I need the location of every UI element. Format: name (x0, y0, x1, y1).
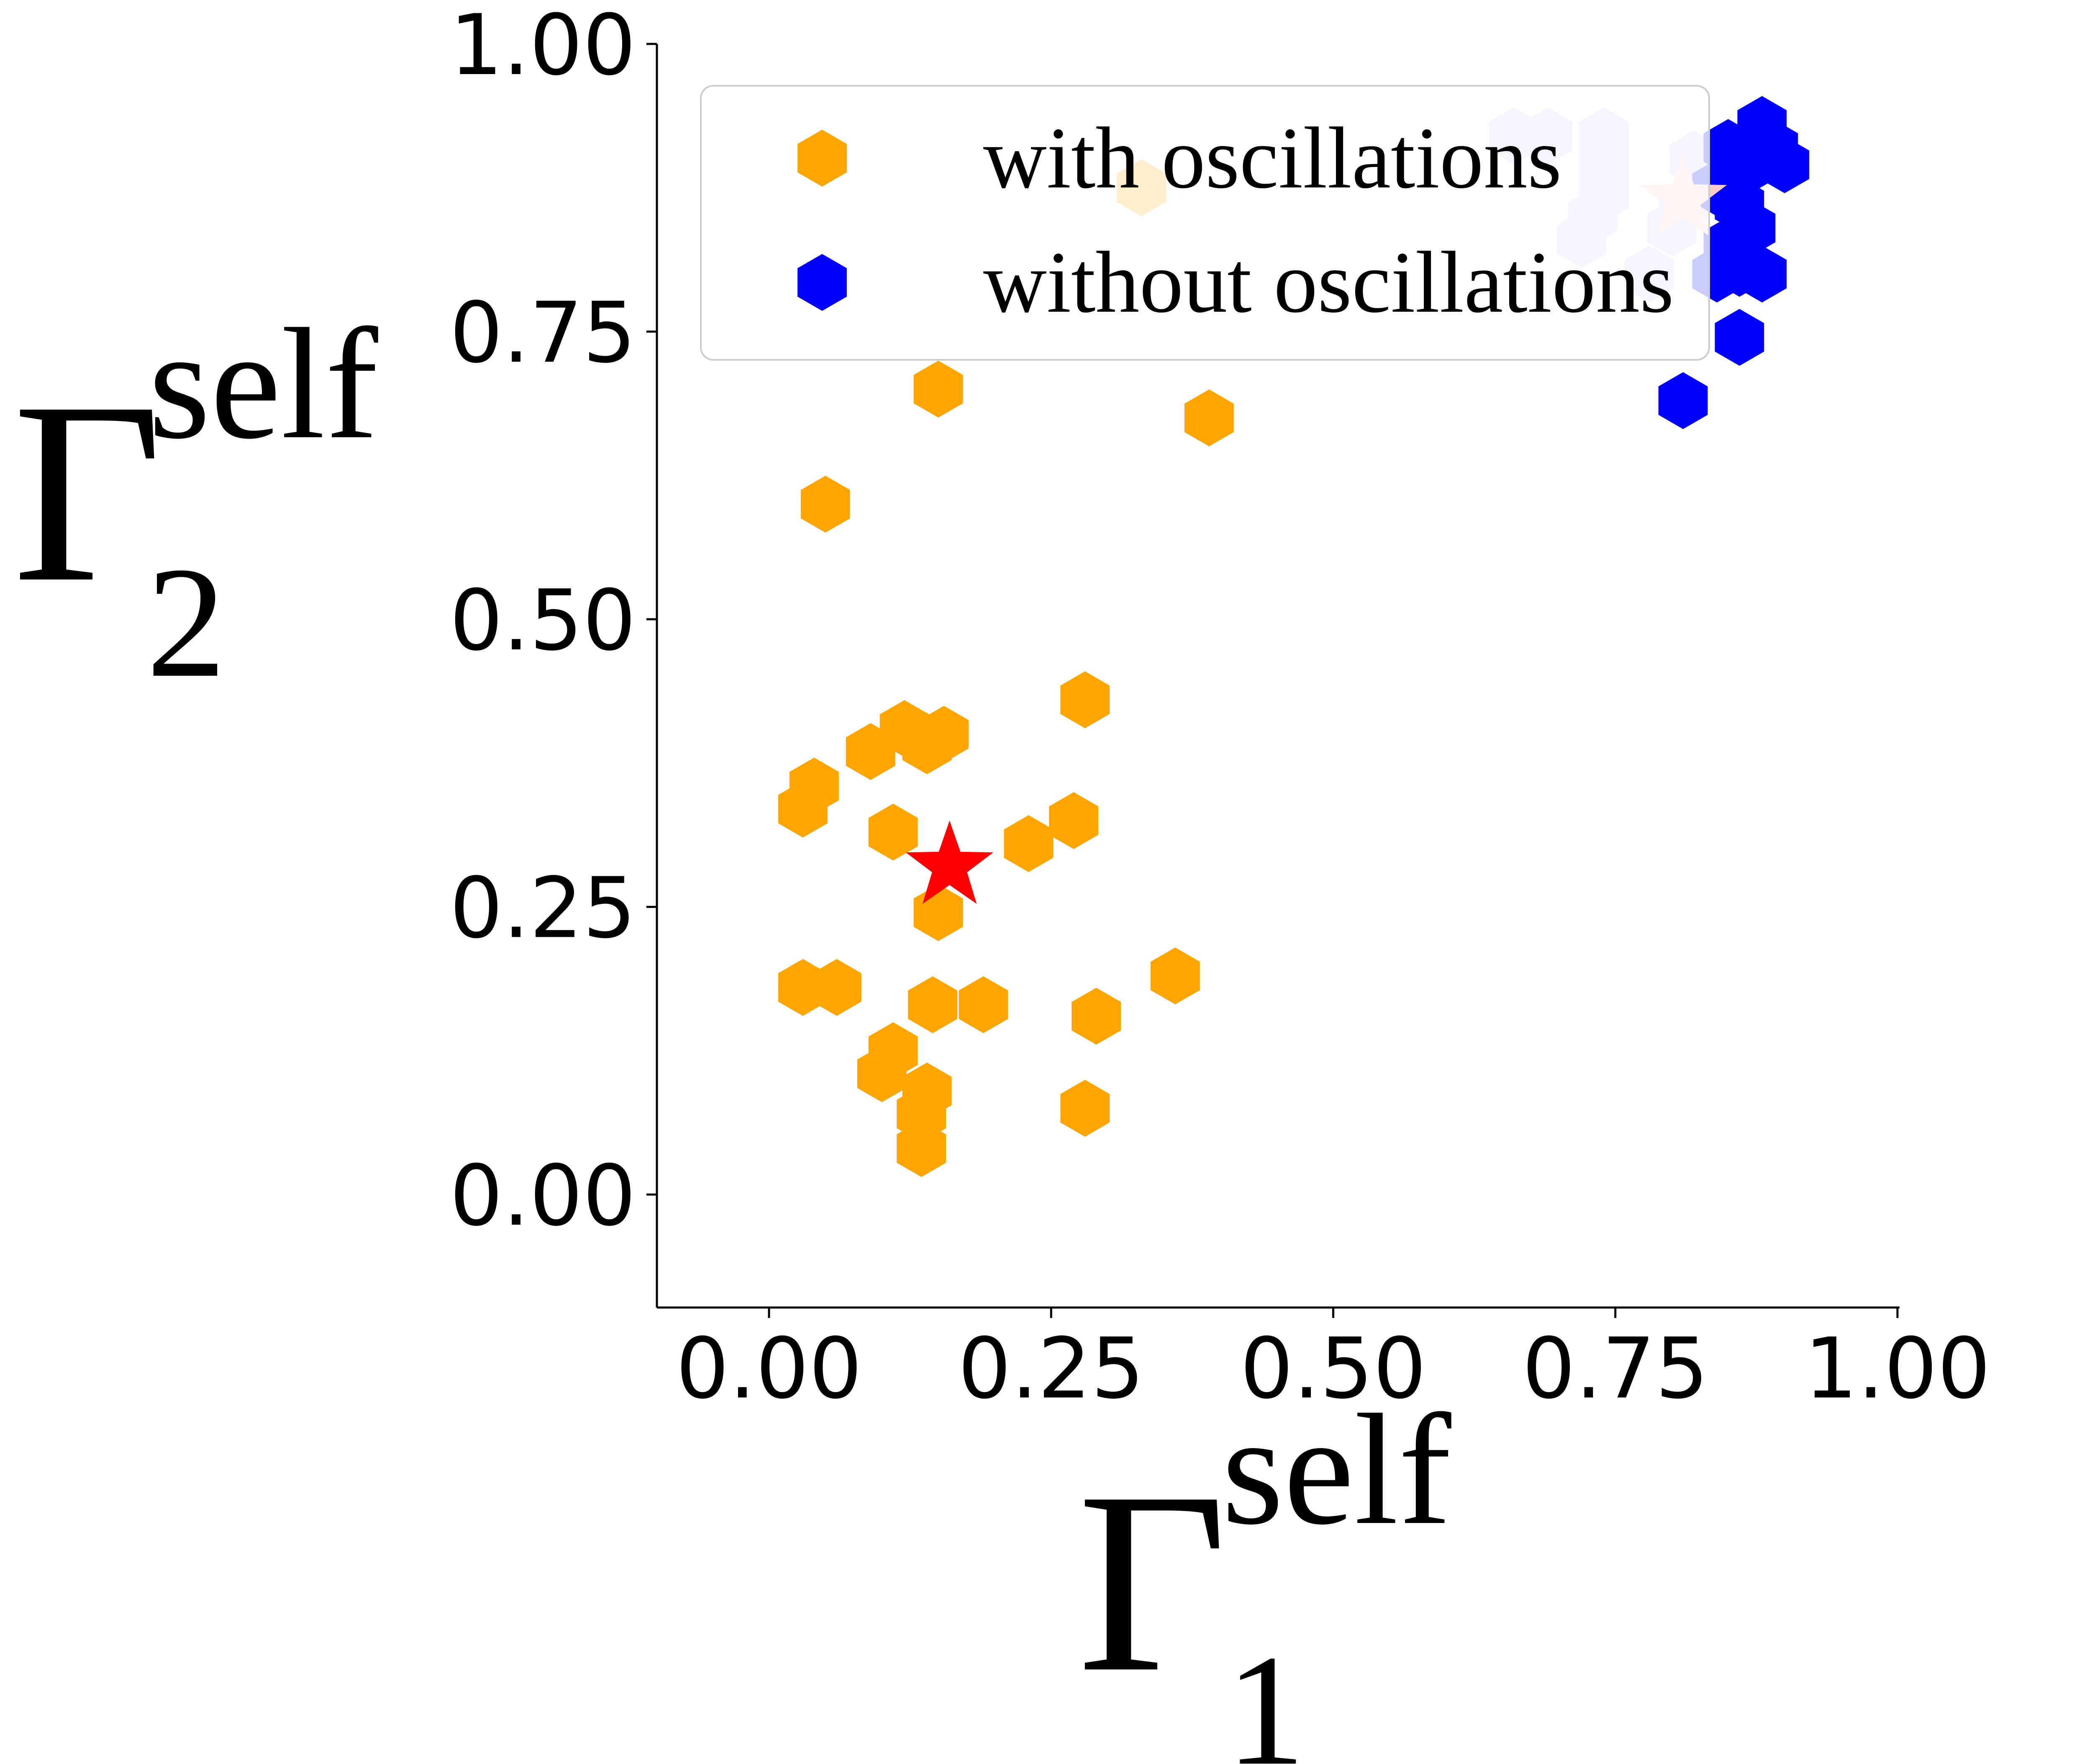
x-axis-label-symbol: Γ (1077, 1439, 1227, 1726)
y-tick-label: 1.00 (450, 0, 636, 94)
legend-marker-with-oscillations (797, 130, 847, 187)
y-tick-label: 0.75 (450, 285, 636, 382)
y-axis-label-symbol: Γ (13, 349, 162, 636)
x-tick-label: 0.00 (676, 1320, 862, 1418)
y-tick-label: 0.50 (450, 572, 636, 669)
x-ticks: 0.00 0.25 0.50 0.75 1.00 (676, 1308, 1991, 1418)
point-with-oscillations (1151, 947, 1200, 1005)
point-with-oscillations (902, 717, 952, 774)
point-with-oscillations (1072, 987, 1121, 1045)
point-without-oscillations (1658, 372, 1708, 429)
point-with-oscillations (1060, 1079, 1110, 1137)
point-without-oscillations (1760, 136, 1810, 193)
y-ticks: 0.00 0.25 0.50 0.75 1.00 (450, 0, 657, 1245)
point-with-oscillations (908, 976, 957, 1033)
legend-label-without-oscillations: without oscillations (983, 234, 1674, 331)
x-axis-label-superscript: self (1222, 1382, 1453, 1558)
point-with-oscillations (778, 780, 828, 838)
point-with-oscillations (812, 959, 861, 1016)
point-without-oscillations (1737, 246, 1787, 303)
point-with-oscillations (913, 361, 963, 418)
y-tick-label: 0.25 (450, 860, 636, 957)
x-axis-label-subscript: 1 (1226, 1622, 1305, 1764)
point-with-oscillations (1184, 389, 1234, 446)
star-centroid-with-oscillations (905, 820, 994, 904)
point-with-oscillations (959, 976, 1008, 1033)
x-axis-label: Γ self 1 (1077, 1382, 1453, 1764)
point-without-oscillations (1715, 309, 1764, 366)
y-tick-label: 0.00 (450, 1147, 636, 1245)
point-with-oscillations (868, 803, 918, 861)
y-axis-label-superscript: self (149, 296, 380, 472)
legend-marker-without-oscillations (797, 254, 847, 311)
without-oscillations-points (1658, 96, 1810, 429)
x-tick-label: 0.25 (958, 1320, 1144, 1418)
legend-frame (700, 85, 1710, 361)
x-tick-label: 0.50 (1240, 1320, 1426, 1418)
y-axis-label: Γ self 2 (13, 296, 380, 710)
x-tick-label: 0.75 (1522, 1320, 1708, 1418)
legend: with oscillations without oscillations (700, 85, 1710, 361)
point-with-oscillations (1060, 671, 1110, 728)
x-tick-label: 1.00 (1804, 1320, 1990, 1418)
point-with-oscillations (857, 1045, 907, 1102)
legend-label-with-oscillations: with oscillations (983, 110, 1561, 207)
point-with-oscillations (801, 476, 850, 533)
point-with-oscillations (1004, 815, 1054, 872)
y-axis-label-subscript: 2 (146, 534, 226, 710)
point-with-oscillations (897, 1120, 946, 1177)
point-with-oscillations (1049, 792, 1099, 849)
